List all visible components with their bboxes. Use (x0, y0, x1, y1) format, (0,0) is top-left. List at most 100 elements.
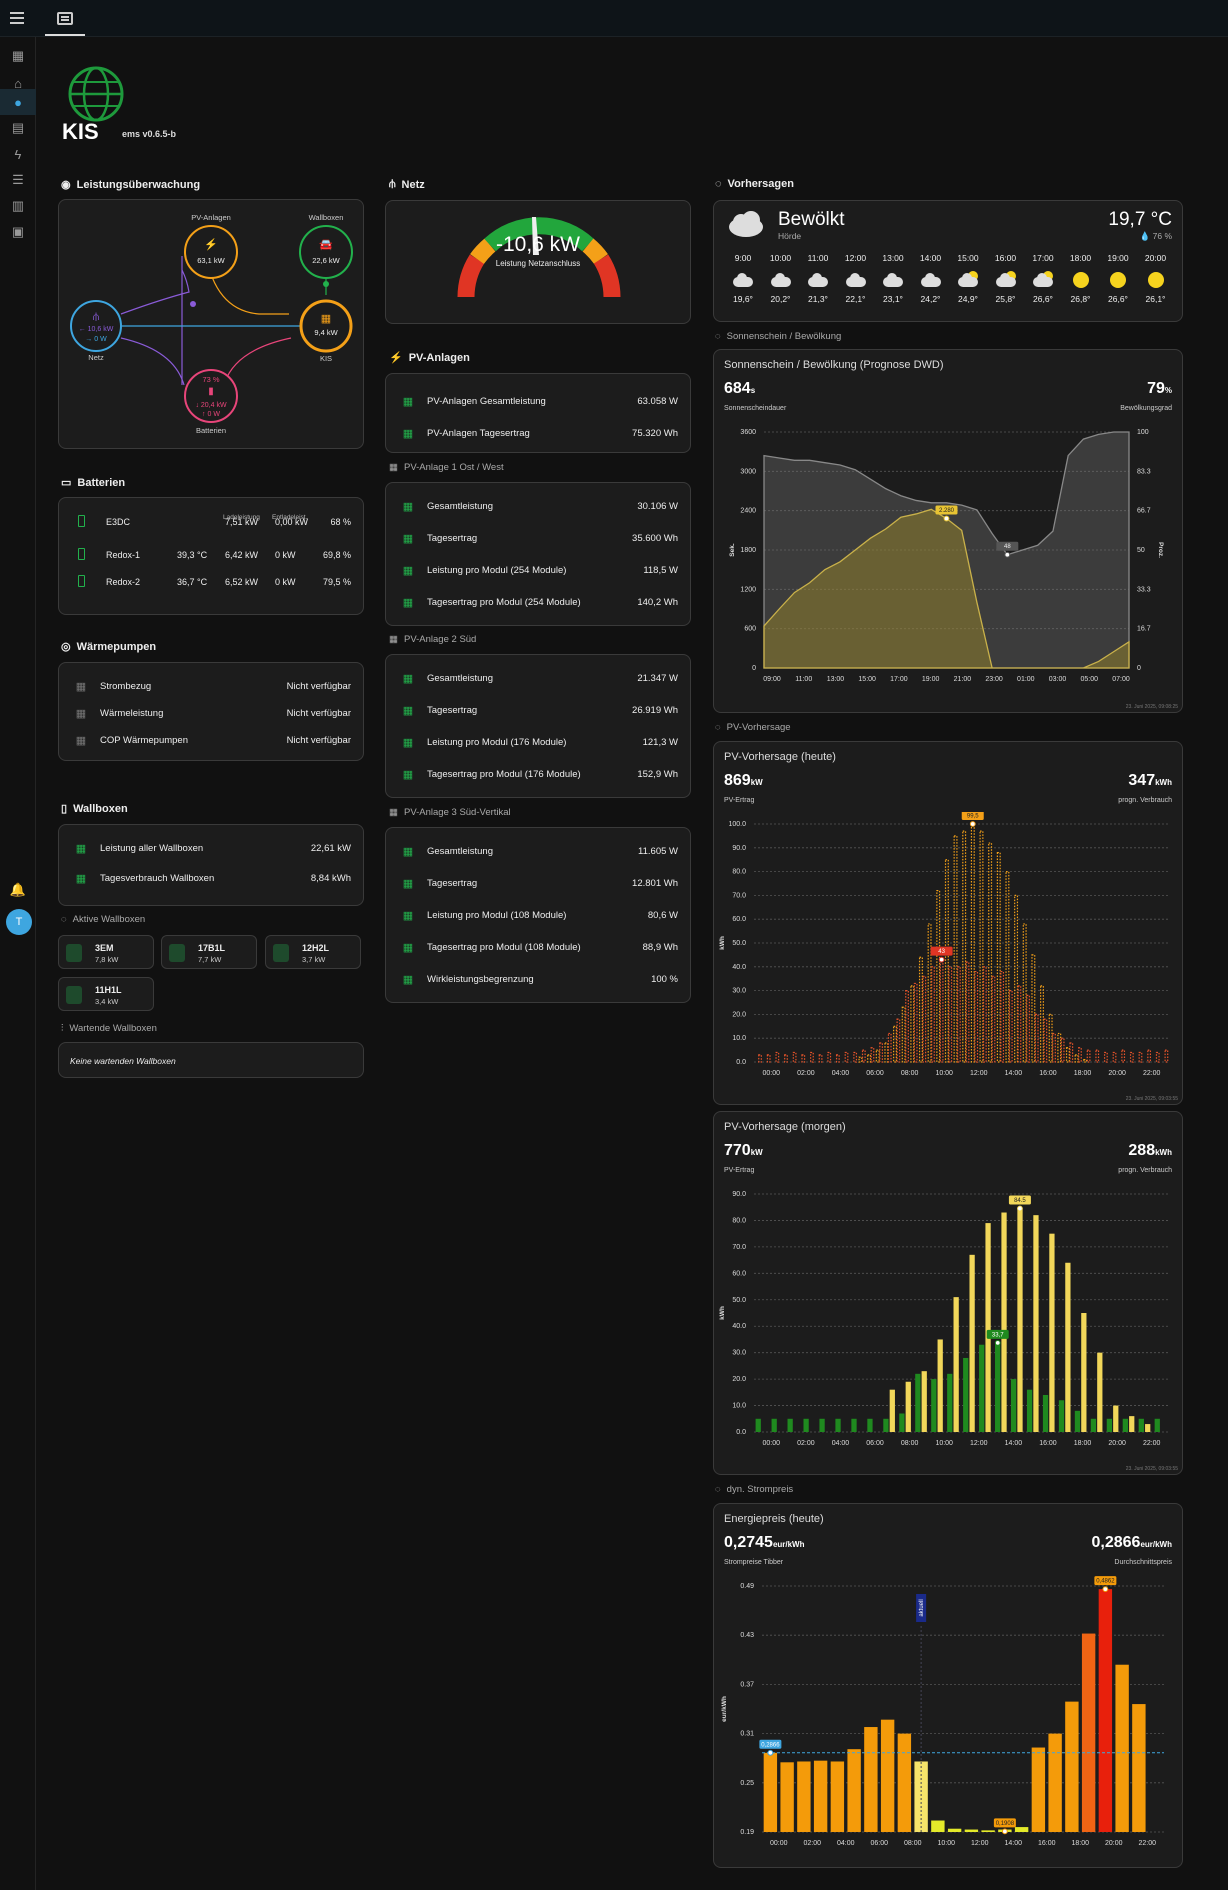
y2-tick-label: 66.7 (1137, 508, 1151, 515)
forecast-hour: 9:00 19,6° (726, 253, 760, 304)
row-label: COP Wärmepumpen (100, 734, 188, 746)
price-bar (1132, 1704, 1146, 1832)
consumption-bar (1069, 1042, 1074, 1063)
heatpump-row-icon: ▦ (75, 707, 87, 720)
lightning-icon[interactable]: ϟ (14, 146, 22, 162)
consumption-bar (1103, 1051, 1108, 1063)
cloud-icon (733, 271, 753, 289)
consumption-bar (887, 1032, 892, 1063)
price-bar (830, 1761, 845, 1832)
menu-icon[interactable] (10, 11, 26, 25)
sidebar: ▦ ⌂ ● ▤ ϟ ☰ ▥ ▣ 🔔 T (0, 37, 36, 1890)
info-row: ▦ Leistung pro Modul (108 Module) 80,6 W (386, 904, 690, 926)
y-tick-label: 90.0 (732, 845, 746, 852)
pv-plant-card: ▦ Gesamtleistung 21.347 W ▦ Tagesertrag 26.91… (385, 654, 691, 798)
svg-text:2.280: 2.280 (939, 508, 955, 514)
consumption-bar (982, 966, 987, 1063)
list-icon[interactable]: ☰ (12, 172, 24, 187)
pv-plant-title: ▦ PV-Anlage 3 Süd-Vertikal (389, 807, 511, 818)
active-wallbox-tile[interactable]: 3EM 7,8 kW (58, 935, 154, 969)
row-label: Tagesertrag (427, 532, 478, 544)
consumption-bar (1058, 1400, 1065, 1432)
y-tick-label: 40.0 (732, 1323, 746, 1330)
pv-forecast-bar (1022, 923, 1027, 1063)
y2-tick-label: 0 (1137, 665, 1141, 672)
price-bar (847, 1749, 861, 1832)
active-wallbox-tile[interactable]: 12H2L 3,7 kW (265, 935, 361, 969)
battery-discharge: 0,00 kW (275, 517, 309, 527)
consumption-bar (957, 966, 961, 1063)
pv-forecast-bar (969, 1254, 975, 1432)
solar-panel-icon: ▦ (402, 427, 414, 440)
row-value: 21.347 W (637, 672, 678, 684)
info-row: ▦ Tagesertrag 12.801 Wh (386, 872, 690, 894)
forecast-hour: 10:00 20,2° (764, 253, 798, 304)
y-tick-label: 0.43 (740, 1632, 754, 1639)
forecast-hour-time: 19:00 (1107, 253, 1129, 263)
active-wallbox-tile[interactable]: 17B1L 7,7 kW (161, 935, 257, 969)
y-tick-label: 50.0 (732, 940, 746, 947)
avatar[interactable]: T (6, 909, 32, 935)
pv-tomorrow-consumption-label: progn. Verbrauch (1118, 1167, 1172, 1174)
dashboard-icon[interactable]: ▦ (11, 48, 25, 63)
weather-humidity: 💧 76 % (1139, 231, 1172, 241)
row-label: Leistung pro Modul (254 Module) (427, 564, 567, 576)
consumption-bar (1154, 1418, 1160, 1432)
sun-cloud-icon: ◌ (715, 331, 721, 342)
pv-forecast-bar (1014, 894, 1019, 1063)
y-tick-label: 0.19 (740, 1829, 754, 1836)
active-wallbox-tile[interactable]: 11H1L 3,4 kW (58, 977, 154, 1011)
x-tick-label: 12:00 (970, 1070, 988, 1077)
forecast-hour-temp: 21,3° (808, 294, 828, 304)
row-label: Gesamtleistung (427, 845, 494, 857)
x-tick-label: 14:00 (1005, 1440, 1023, 1447)
consumption-bar (1090, 1418, 1097, 1432)
consumption-bar (867, 1418, 873, 1432)
consumption-marker: 43 (930, 946, 953, 963)
home-icon[interactable]: ⌂ (14, 75, 22, 91)
consumption-marker: 33,7 (986, 1329, 1009, 1346)
price-bar (1031, 1747, 1046, 1832)
x-tick-label: 05:00 (1081, 676, 1099, 683)
media-icon[interactable]: ▣ (11, 224, 25, 239)
y-tick-label: 0.49 (740, 1583, 754, 1590)
wallbox-name: 17B1L (198, 943, 226, 953)
pv-today-card: PV-Vorhersage (heute) 869kW PV-Ertrag 34… (713, 741, 1183, 1105)
sun-icon (1071, 271, 1091, 289)
dashboard-tab-icon[interactable] (57, 12, 73, 25)
price-bar (914, 1761, 928, 1832)
y-tick-label: 30.0 (732, 988, 746, 995)
pv-plant-title: ▦ PV-Anlage 2 Süd (389, 634, 477, 645)
consumption-bar (1034, 1013, 1039, 1063)
section-batteries: ▭ Batterien (61, 476, 126, 490)
top-bar (0, 0, 1228, 37)
document-icon[interactable]: ▤ (11, 120, 25, 135)
pv-forecast-bar (979, 830, 984, 1063)
price-first-marker: 0,2866 (759, 1739, 782, 1756)
pv-forecast-bar (1048, 1013, 1053, 1063)
weather-card: Bewölkt Hörde 19,7 °C 💧 76 % 9:00 19,6° 10… (713, 200, 1183, 322)
consumption-bar (896, 1018, 901, 1063)
x-tick-label: 11:00 (795, 676, 812, 683)
chart-icon[interactable]: ▥ (11, 198, 25, 213)
heatpumps-card: ▦ Strombezug Nicht verfügbar ▦ Wärmeleistung… (58, 662, 364, 761)
pv-plant-title: ▦ PV-Anlage 1 Ost / West (389, 462, 504, 473)
y-tick-label: 90.0 (732, 1191, 746, 1198)
pv-forecast-bar (858, 1056, 863, 1063)
pv-forecast-bar (1057, 1032, 1062, 1063)
x-tick-label: 19:00 (922, 676, 940, 683)
row-value: 8,84 kWh (310, 872, 351, 884)
x-tick-label: 01:00 (1017, 676, 1035, 683)
pv-forecast-bar (1065, 1047, 1070, 1063)
row-value: Nicht verfügbar (286, 707, 351, 719)
battery-soc: 68 % (330, 517, 351, 527)
kis-node-label: KIS (320, 354, 332, 363)
bell-icon[interactable]: 🔔 (9, 882, 27, 897)
consumption-bar (835, 1418, 841, 1432)
row-value: 30.106 W (637, 500, 678, 512)
price-bar (964, 1829, 979, 1832)
info-row: ▦ Gesamtleistung 21.347 W (386, 667, 690, 689)
battery-temp: 39,3 °C (177, 550, 208, 560)
person-icon[interactable]: ● (14, 94, 22, 110)
consumption-bar (1164, 1049, 1169, 1063)
